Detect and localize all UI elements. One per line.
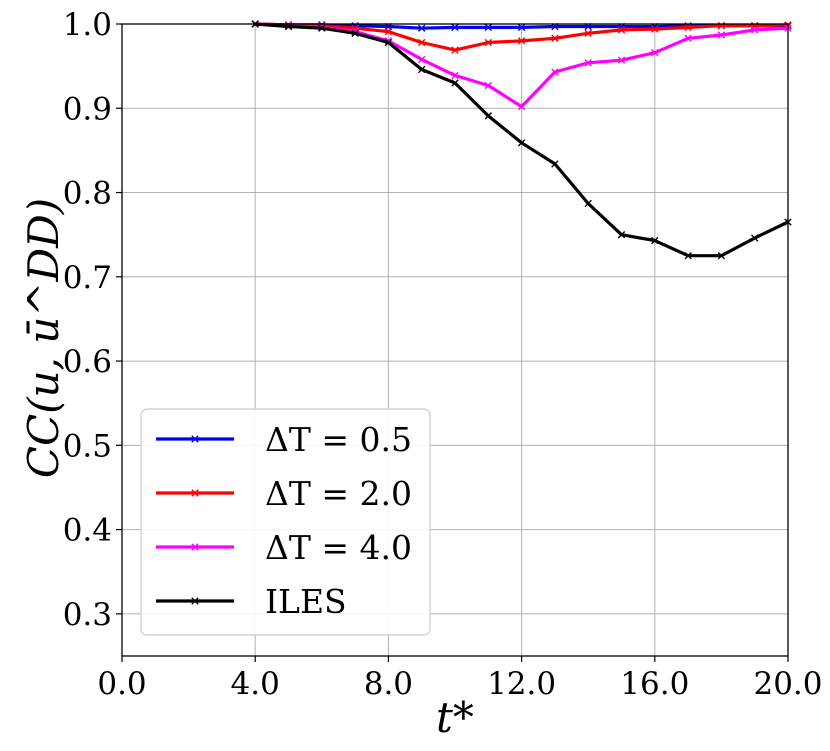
x-tick-label: 16.0 <box>620 666 689 702</box>
data-point <box>517 37 526 45</box>
y-axis-ticks: 0.3 0.4 0.5 0.6 0.7 0.8 0.9 1.0 <box>63 7 122 633</box>
legend-entry: ILES <box>156 582 347 621</box>
data-point <box>517 102 526 111</box>
data-point <box>484 23 492 32</box>
y-tick-label: 0.7 <box>63 260 112 296</box>
data-point <box>451 71 459 80</box>
data-point <box>451 46 459 54</box>
legend-entry: ΔT = 0.5 <box>156 420 412 459</box>
y-tick-label: 0.6 <box>63 344 112 380</box>
data-point <box>517 23 526 32</box>
data-point <box>517 139 526 147</box>
data-point <box>418 24 426 32</box>
data-point <box>617 26 626 34</box>
legend-label: ΔT = 2.0 <box>265 474 412 513</box>
y-tick-label: 0.4 <box>63 513 112 549</box>
data-point <box>551 68 559 76</box>
data-point <box>617 56 626 64</box>
data-point <box>751 26 759 34</box>
data-point <box>717 252 726 260</box>
x-tick-label: 0.0 <box>97 666 146 702</box>
data-point <box>451 23 459 32</box>
legend-box <box>140 408 431 636</box>
data-point <box>418 65 426 74</box>
data-point <box>418 38 426 47</box>
data-point <box>484 81 492 90</box>
data-point <box>318 24 326 32</box>
x-axis-ticks: 0.0 4.0 8.0 12.0 16.0 20.0 <box>97 656 823 702</box>
data-point <box>484 38 492 47</box>
x-tick-label: 4.0 <box>231 666 280 702</box>
x-tick-label: 8.0 <box>364 666 413 702</box>
plot-frame <box>121 23 789 657</box>
data-point <box>684 34 692 43</box>
x-tick-label: 12.0 <box>487 666 556 702</box>
data-point <box>584 59 592 67</box>
data-point <box>751 234 759 242</box>
data-point <box>684 23 692 32</box>
y-axis-label: CC(u, ū^DD) <box>19 198 68 478</box>
data-point <box>651 48 659 57</box>
data-point <box>717 31 726 39</box>
legend: ΔT = 0.5 ΔT = 2.0 ΔT = 4.0 ILES <box>140 408 431 636</box>
x-axis-label: t* <box>436 693 474 742</box>
data-point <box>484 112 492 120</box>
data-point <box>551 34 559 43</box>
legend-entry: ΔT = 2.0 <box>156 474 412 513</box>
legend-label: ΔT = 0.5 <box>265 420 412 459</box>
data-point <box>418 55 426 64</box>
data-point <box>584 199 592 208</box>
series-4 <box>251 20 792 260</box>
data-point <box>384 38 393 47</box>
y-tick-label: 0.3 <box>63 597 112 633</box>
data-point <box>351 29 359 37</box>
legend-label: ILES <box>265 582 347 621</box>
data-point <box>584 29 592 37</box>
legend-entry: ΔT = 4.0 <box>156 528 412 567</box>
y-tick-label: 0.9 <box>63 91 112 127</box>
data-point <box>617 230 626 239</box>
data-point <box>684 252 692 260</box>
y-tick-label: 0.5 <box>63 428 112 464</box>
y-tick-label: 0.8 <box>63 176 112 212</box>
x-tick-label: 20.0 <box>753 666 822 702</box>
y-tick-label: 1.0 <box>63 7 112 43</box>
data-point <box>384 27 393 36</box>
data-point <box>651 25 659 33</box>
legend-label: ΔT = 4.0 <box>265 528 412 567</box>
data-point <box>551 160 559 168</box>
data-point <box>451 79 459 87</box>
data-point <box>651 236 659 245</box>
